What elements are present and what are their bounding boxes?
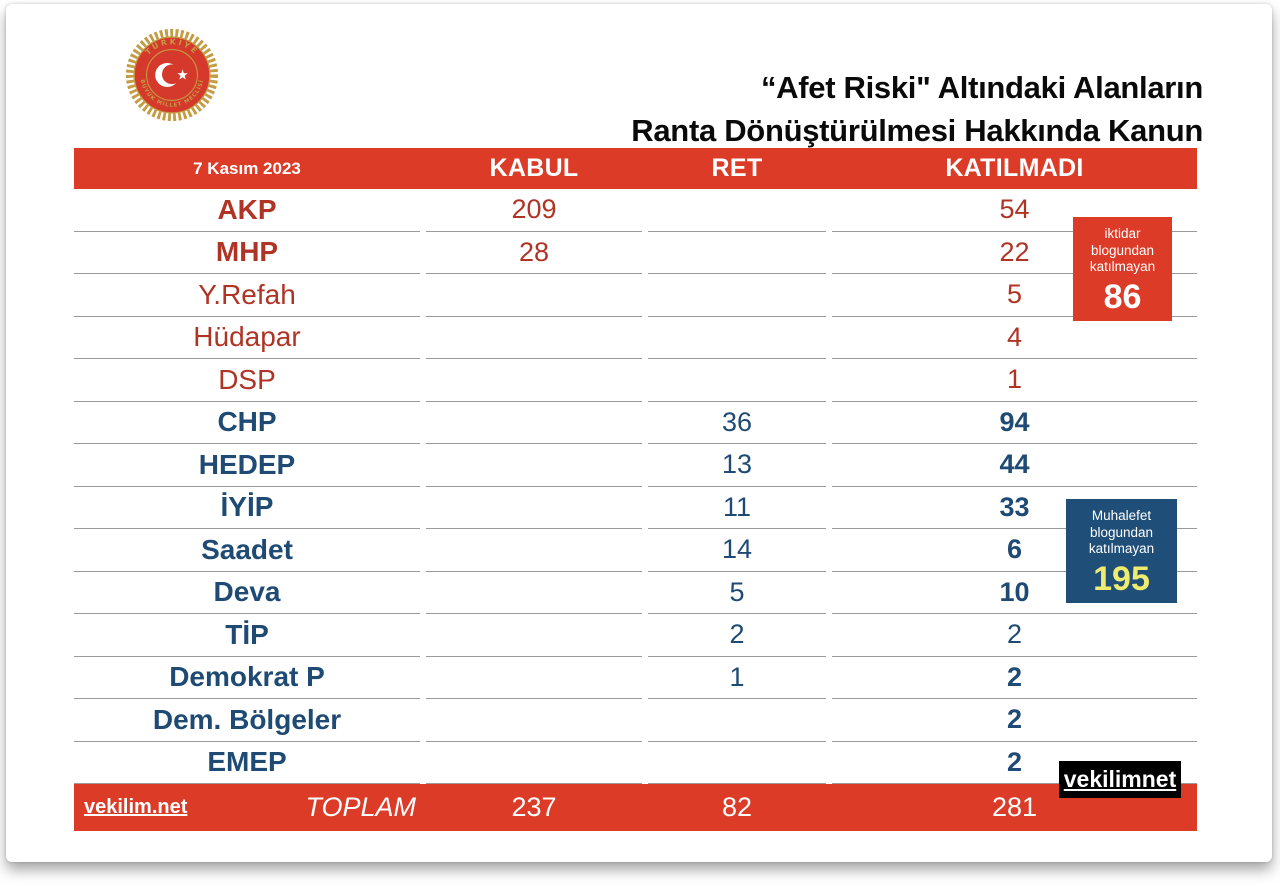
kabul-value: 209 xyxy=(426,189,642,232)
tbmm-logo-icon: TÜRKİYE BÜYÜK MİLLET MECLİSİ xyxy=(124,27,220,123)
kabul-value xyxy=(426,274,642,317)
ret-value xyxy=(648,232,826,274)
katilmadi-value: 54 xyxy=(832,189,1197,232)
vekilimnet-watermark: vekilimnet xyxy=(1059,761,1181,798)
ret-value xyxy=(648,359,826,402)
table-row: HEDEP 13 44 xyxy=(74,444,1197,487)
kabul-value xyxy=(426,614,642,657)
ret-value: 5 xyxy=(648,572,826,614)
katilmadi-value: 33 xyxy=(832,487,1197,529)
party-name: Deva xyxy=(74,572,420,614)
party-name: AKP xyxy=(74,189,420,232)
table-row: TİP 2 2 xyxy=(74,614,1197,657)
table-row: Demokrat P 1 2 xyxy=(74,657,1197,699)
katilmadi-value: 44 xyxy=(832,444,1197,487)
ret-value: 14 xyxy=(648,529,826,572)
katilmadi-value: 22 xyxy=(832,232,1197,274)
total-kabul: 237 xyxy=(511,792,557,822)
ret-value: 36 xyxy=(648,402,826,444)
badge-text-line: Muhalefet xyxy=(1091,508,1152,523)
ret-value: 13 xyxy=(648,444,826,487)
ret-value xyxy=(648,189,826,232)
ret-value: 2 xyxy=(648,614,826,657)
title-line-1: “Afet Riski" Altındaki Alanların xyxy=(760,70,1203,105)
kabul-value xyxy=(426,699,642,742)
katilmadi-value: 1 xyxy=(832,359,1197,402)
katilmadi-value: 2 xyxy=(832,742,1197,784)
badge-text-line: blogundan xyxy=(1089,524,1154,540)
party-name: Hüdapar xyxy=(74,317,420,359)
kabul-value xyxy=(426,402,642,444)
muhalefet-absent-badge: Muhalefet blogundan katılmayan 195 xyxy=(1066,499,1177,603)
party-name: DSP xyxy=(74,359,420,402)
title-line-2: Ranta Dönüştürülmesi Hakkında Kanun xyxy=(631,113,1203,148)
ret-value xyxy=(648,274,826,317)
vekilim-net-link[interactable]: vekilim.net xyxy=(84,796,188,818)
table-row: Y.Refah 5 xyxy=(74,274,1197,317)
party-name: İYİP xyxy=(74,487,420,529)
party-name: CHP xyxy=(74,402,420,444)
kabul-value xyxy=(426,657,642,699)
badge-text-line: blogundan xyxy=(1090,242,1155,258)
kabul-value xyxy=(426,572,642,614)
table-row: MHP 28 22 xyxy=(74,232,1197,274)
badge-text-line: iktidar xyxy=(1104,226,1141,241)
column-kabul: KABUL xyxy=(489,154,579,182)
table-row: Hüdapar 4 xyxy=(74,317,1197,359)
katilmadi-value: 2 xyxy=(832,614,1197,657)
kabul-value xyxy=(426,487,642,529)
party-name: TİP xyxy=(74,614,420,657)
ret-value: 1 xyxy=(648,657,826,699)
katilmadi-value: 5 xyxy=(832,274,1197,317)
iktidar-absent-count: 86 xyxy=(1103,277,1142,316)
ret-value xyxy=(648,742,826,784)
party-name: Saadet xyxy=(74,529,420,572)
party-name: HEDEP xyxy=(74,444,420,487)
party-name: Y.Refah xyxy=(74,274,420,317)
party-name: EMEP xyxy=(74,742,420,784)
table-row: Saadet 14 6 xyxy=(74,529,1197,572)
kabul-value: 28 xyxy=(426,232,642,274)
vote-table: 7 Kasım 2023 KABUL RET KATILMADI AKP 209… xyxy=(74,148,1197,831)
muhalefet-absent-count: 195 xyxy=(1093,559,1150,598)
badge-text-line: katılmayan xyxy=(1089,259,1156,274)
page-title: “Afet Riski" Altındaki Alanların Ranta D… xyxy=(443,66,1203,152)
column-ret: RET xyxy=(711,154,763,182)
iktidar-absent-badge: iktidar blogundan katılmayan 86 xyxy=(1073,217,1172,321)
table-row: CHP 36 94 xyxy=(74,402,1197,444)
table-footer: vekilim.net TOPLAM 237 82 281 xyxy=(74,784,1197,831)
table-body: AKP 209 54 MHP 28 22 Y.Refah 5 Hüdapar 4… xyxy=(74,189,1197,784)
kabul-value xyxy=(426,444,642,487)
katilmadi-value: 10 xyxy=(832,572,1197,614)
kabul-value xyxy=(426,529,642,572)
badge-text-line: katılmayan xyxy=(1088,541,1155,556)
kabul-value xyxy=(426,317,642,359)
total-katilmadi: 281 xyxy=(991,792,1038,822)
column-katilmadi: KATILMADI xyxy=(945,154,1084,182)
kabul-value xyxy=(426,359,642,402)
ret-value xyxy=(648,317,826,359)
table-row: Dem. Bölgeler 2 xyxy=(74,699,1197,742)
toplam-label: TOPLAM xyxy=(305,792,416,822)
party-name: Dem. Bölgeler xyxy=(74,699,420,742)
ret-value: 11 xyxy=(648,487,826,529)
katilmadi-value: 2 xyxy=(832,657,1197,699)
ret-value xyxy=(648,699,826,742)
table-row: EMEP 2 xyxy=(74,742,1197,784)
table-row: İYİP 11 33 xyxy=(74,487,1197,529)
date-label: 7 Kasım 2023 xyxy=(193,158,301,178)
katilmadi-value: 6 xyxy=(832,529,1197,572)
katilmadi-value: 2 xyxy=(832,699,1197,742)
table-row: AKP 209 54 xyxy=(74,189,1197,232)
table-header: 7 Kasım 2023 KABUL RET KATILMADI xyxy=(74,148,1197,189)
table-row: Deva 5 10 xyxy=(74,572,1197,614)
party-name: MHP xyxy=(74,232,420,274)
total-ret: 82 xyxy=(721,792,753,822)
kabul-value xyxy=(426,742,642,784)
katilmadi-value: 94 xyxy=(832,402,1197,444)
infographic-card: TÜRKİYE BÜYÜK MİLLET MECLİSİ “Afet Riski… xyxy=(6,4,1272,862)
table-row: DSP 1 xyxy=(74,359,1197,402)
party-name: Demokrat P xyxy=(74,657,420,699)
katilmadi-value: 4 xyxy=(832,317,1197,359)
